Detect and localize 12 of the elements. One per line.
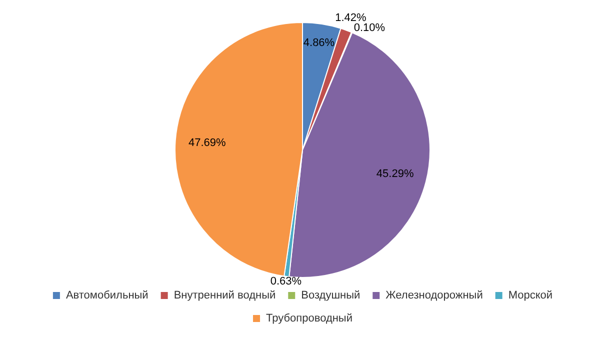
data-label: 47.69% (188, 137, 226, 150)
legend-label: Трубопроводный (266, 312, 352, 325)
legend-label: Внутренний водный (174, 290, 276, 302)
data-label: 4.86% (303, 36, 335, 49)
legend-label: Морской (508, 290, 553, 302)
legend-label: Воздушный (301, 290, 360, 302)
data-label: 45.29% (376, 168, 414, 180)
data-label: 0.63% (270, 275, 302, 288)
legend-label: Железнодорожный (386, 290, 483, 302)
legend-label: Автомобильный (66, 290, 148, 302)
data-label: 1.42% (335, 12, 366, 24)
data-label: 0.10% (354, 22, 386, 34)
